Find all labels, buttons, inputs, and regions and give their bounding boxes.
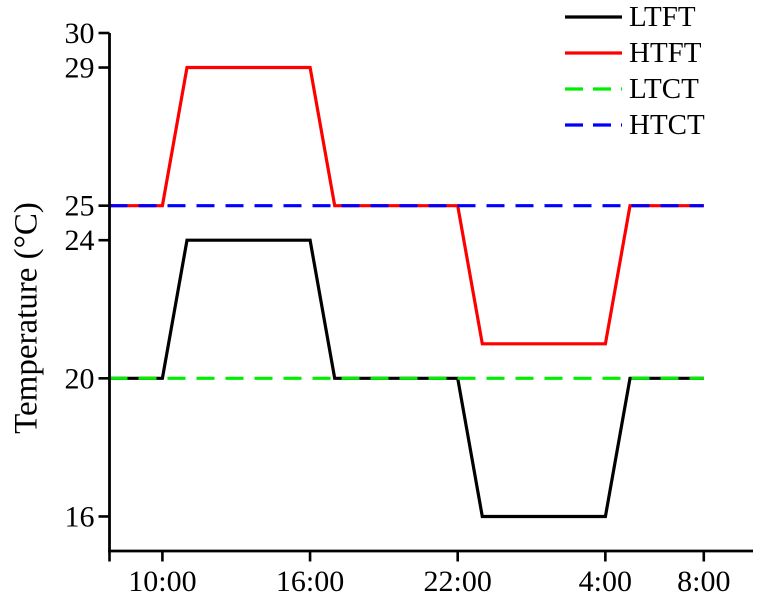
- x-tick-label: 4:00: [579, 565, 632, 598]
- y-tick-label: 30: [65, 17, 95, 50]
- legend-item-ltft: LTFT: [565, 0, 705, 35]
- legend-label: HTFT: [629, 36, 702, 69]
- legend-line-sample: [565, 51, 622, 55]
- y-tick-label: 16: [65, 500, 95, 533]
- legend-item-htft: HTFT: [565, 35, 705, 71]
- y-axis-title: Temperature (°C): [8, 202, 45, 434]
- y-tick-label: 25: [65, 190, 95, 223]
- legend-line-sample: [565, 87, 622, 91]
- x-tick-label: 22:00: [424, 565, 492, 598]
- x-tick-label: 16:00: [276, 565, 344, 598]
- series-line-htft: [109, 65, 704, 346]
- y-tick-label: 20: [65, 362, 95, 395]
- legend-item-htct: HTCT: [565, 107, 705, 143]
- legend-item-ltct: LTCT: [565, 71, 705, 107]
- y-tick-label: 29: [65, 52, 95, 85]
- legend: LTFT HTFT LTCT HTCT: [565, 0, 705, 143]
- legend-line-sample: [565, 15, 622, 19]
- x-tick-label: 10:00: [128, 565, 196, 598]
- legend-label: LTFT: [629, 0, 696, 33]
- x-tick-label: 8:00: [677, 565, 730, 598]
- legend-label: HTCT: [629, 108, 705, 141]
- series-line-ltft: [109, 238, 704, 519]
- legend-line-sample: [565, 123, 622, 127]
- legend-label: LTCT: [629, 72, 699, 105]
- y-tick-label: 24: [65, 224, 95, 257]
